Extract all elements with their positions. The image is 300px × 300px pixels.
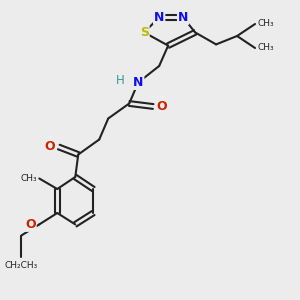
- Text: S: S: [140, 26, 149, 39]
- Text: H: H: [116, 74, 125, 87]
- Text: O: O: [157, 100, 167, 113]
- Text: N: N: [133, 76, 143, 89]
- Text: O: O: [25, 218, 36, 231]
- Text: N: N: [154, 11, 164, 24]
- Text: CH₃: CH₃: [257, 44, 274, 52]
- Text: O: O: [45, 140, 55, 154]
- Text: CH₃: CH₃: [20, 174, 37, 183]
- Text: N: N: [178, 11, 188, 24]
- Text: CH₃: CH₃: [257, 20, 274, 28]
- Text: CH₂CH₃: CH₂CH₃: [5, 261, 38, 270]
